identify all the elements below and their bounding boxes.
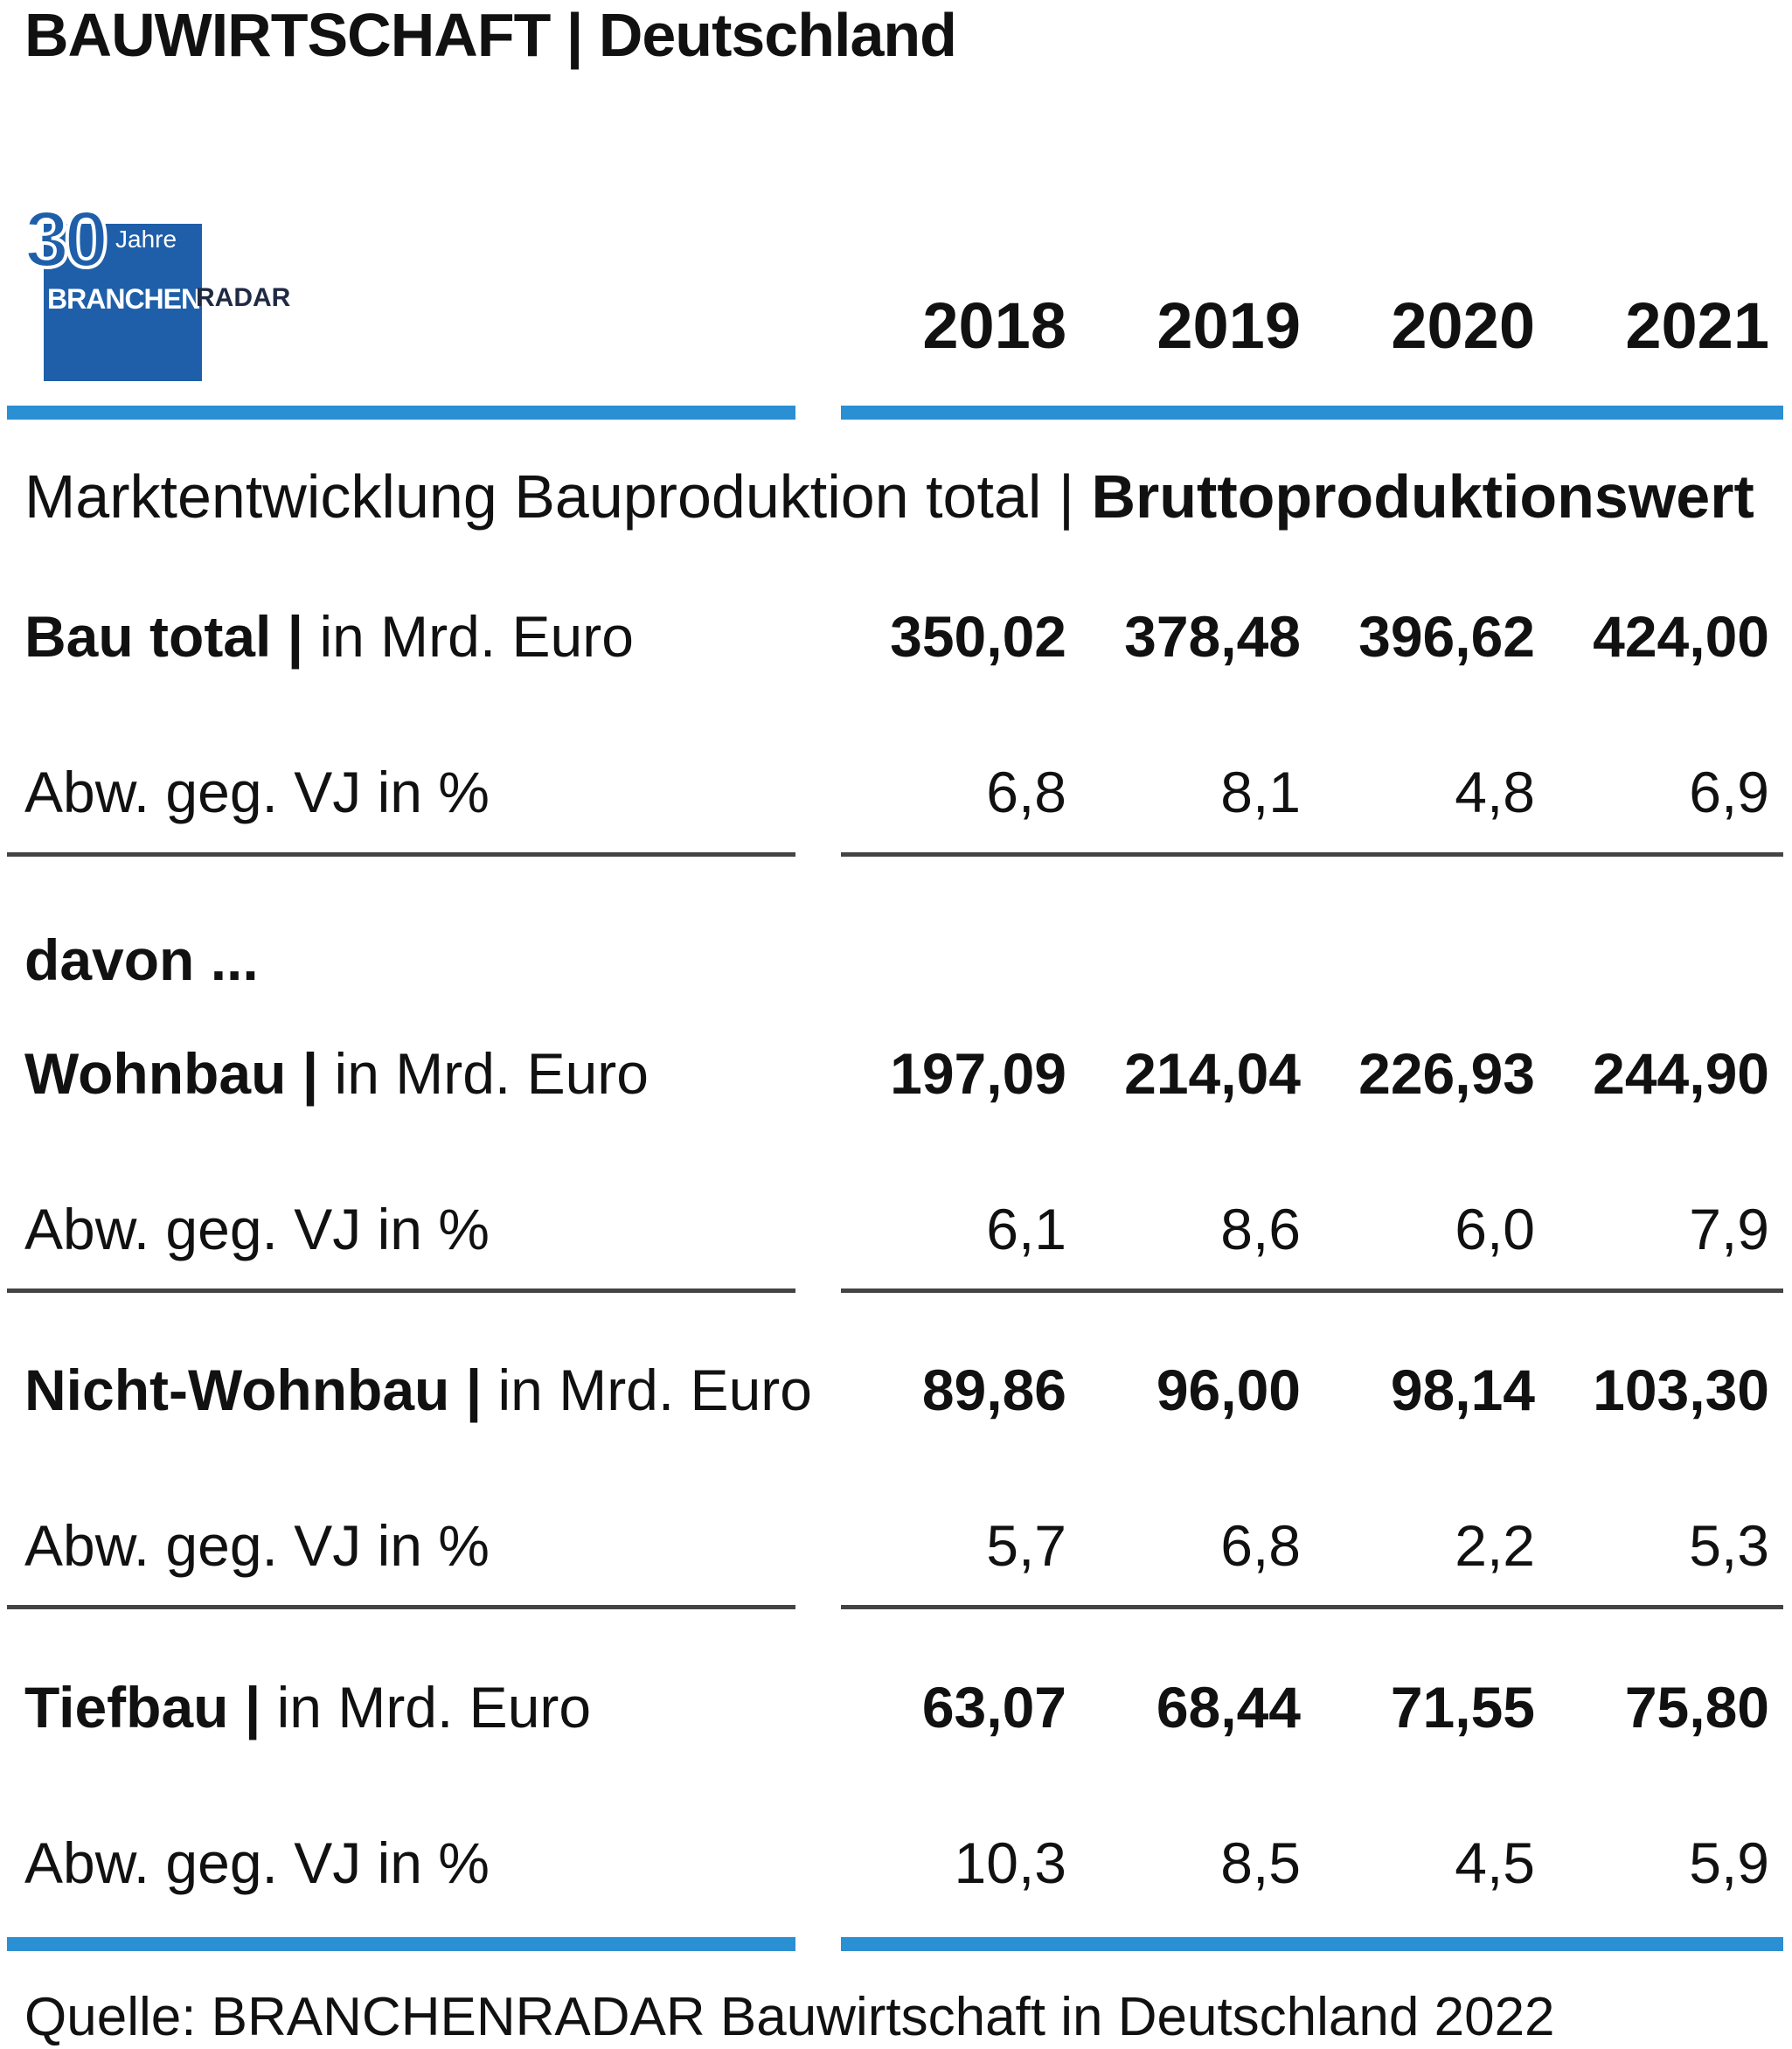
year-2020: 2020	[1391, 289, 1535, 362]
divider-bau-total-right	[841, 852, 1783, 857]
table-cell: 396,62	[1358, 604, 1535, 669]
row-label: Tiefbau | in Mrd. Euro	[24, 1674, 591, 1740]
table-cell: 8,1	[1220, 760, 1301, 824]
table-cell: 5,3	[1689, 1513, 1769, 1578]
header-rule-left	[7, 406, 795, 420]
row-label: Abw. geg. VJ in %	[24, 1512, 490, 1579]
divider-wohnbau-left	[7, 1288, 795, 1293]
divider-wohnbau-right	[841, 1288, 1783, 1293]
row-label: Abw. geg. VJ in %	[24, 1830, 490, 1896]
row-label: Wohnbau | in Mrd. Euro	[24, 1040, 649, 1107]
table-cell: 6,8	[1220, 1513, 1301, 1578]
table-cell: 68,44	[1156, 1675, 1301, 1740]
table-cell: 7,9	[1689, 1197, 1769, 1261]
logo-word-radar: RADAR	[196, 283, 291, 312]
year-2019: 2019	[1156, 289, 1301, 362]
table-cell: 103,30	[1593, 1358, 1769, 1422]
row-label-normal: in Mrd. Euro	[260, 1675, 592, 1740]
table-cell: 96,00	[1156, 1358, 1301, 1422]
table-cell: 378,48	[1124, 604, 1301, 669]
footer-rule-left	[7, 1937, 795, 1951]
divider-nicht-wohnbau-right	[841, 1605, 1783, 1609]
row-label-normal: Abw. geg. VJ in %	[24, 1830, 490, 1895]
logo-word-branchen: BRANCHEN	[47, 283, 201, 315]
row-label-bold: Bau total |	[24, 604, 304, 669]
table-cell: 226,93	[1358, 1041, 1535, 1106]
table-cell: 4,5	[1455, 1830, 1535, 1895]
row-label: Abw. geg. VJ in %	[24, 1196, 490, 1262]
year-2021: 2021	[1625, 289, 1769, 362]
table-cell: 89,86	[921, 1358, 1066, 1422]
row-label: Abw. geg. VJ in %	[24, 759, 490, 825]
table-cell: 4,8	[1455, 760, 1535, 824]
table-cell: 71,55	[1390, 1675, 1535, 1740]
row-label-normal: Abw. geg. VJ in %	[24, 1197, 490, 1261]
row-label-bold: Wohnbau |	[24, 1041, 319, 1106]
table-cell: 214,04	[1124, 1041, 1301, 1106]
table-cell: 98,14	[1390, 1358, 1535, 1422]
row-label-bold: Tiefbau |	[24, 1675, 261, 1740]
table-cell: 6,9	[1689, 760, 1769, 824]
divider-nicht-wohnbau-left	[7, 1605, 795, 1609]
table-cell: 75,80	[1624, 1675, 1769, 1740]
row-label-normal: in Mrd. Euro	[482, 1358, 812, 1422]
table-cell: 5,7	[986, 1513, 1066, 1578]
row-label-normal: Abw. geg. VJ in %	[24, 1513, 490, 1578]
davon-label: davon ...	[24, 927, 259, 992]
table-cell: 2,2	[1455, 1513, 1535, 1578]
row-label-normal: Abw. geg. VJ in %	[24, 760, 490, 824]
table-subtitle: Marktentwicklung Bauproduktion total | B…	[24, 462, 1754, 531]
table-cell: 8,6	[1220, 1197, 1301, 1261]
footer-rule-right	[841, 1937, 1783, 1951]
table-cell: 5,9	[1689, 1830, 1769, 1895]
source-note: Quelle: BRANCHENRADAR Bauwirtschaft in D…	[24, 1987, 1555, 2047]
row-label-normal: in Mrd. Euro	[318, 1041, 649, 1106]
header-rule-right	[841, 406, 1783, 420]
table-cell: 6,8	[986, 760, 1066, 824]
logo-box	[44, 224, 202, 381]
subtitle-bold: Bruttoproduktionswert	[1091, 462, 1754, 531]
year-2018: 2018	[922, 289, 1066, 362]
logo-jahre: Jahre	[115, 226, 177, 253]
table-cell: 6,1	[986, 1197, 1066, 1261]
row-label-bold: Nicht-Wohnbau |	[24, 1358, 483, 1422]
page-title: BAUWIRTSCHAFT | Deutschland	[24, 1, 957, 69]
row-label: Bau total | in Mrd. Euro	[24, 603, 634, 670]
table-cell: 244,90	[1593, 1041, 1769, 1106]
branchenradar-logo: 30 Jahre BRANCHEN RADAR	[23, 193, 304, 386]
table-cell: 63,07	[921, 1675, 1066, 1740]
divider-bau-total-left	[7, 852, 795, 857]
table-cell: 197,09	[890, 1041, 1066, 1106]
row-label-normal: in Mrd. Euro	[303, 604, 634, 669]
logo-number: 30	[23, 193, 110, 286]
table-cell: 350,02	[890, 604, 1066, 669]
table-cell: 424,00	[1593, 604, 1769, 669]
table-cell: 10,3	[954, 1830, 1066, 1895]
row-label: Nicht-Wohnbau | in Mrd. Euro	[24, 1357, 812, 1423]
table-cell: 8,5	[1220, 1830, 1301, 1895]
table-cell: 6,0	[1455, 1197, 1535, 1261]
subtitle-normal: Marktentwicklung Bauproduktion total |	[24, 462, 1092, 531]
